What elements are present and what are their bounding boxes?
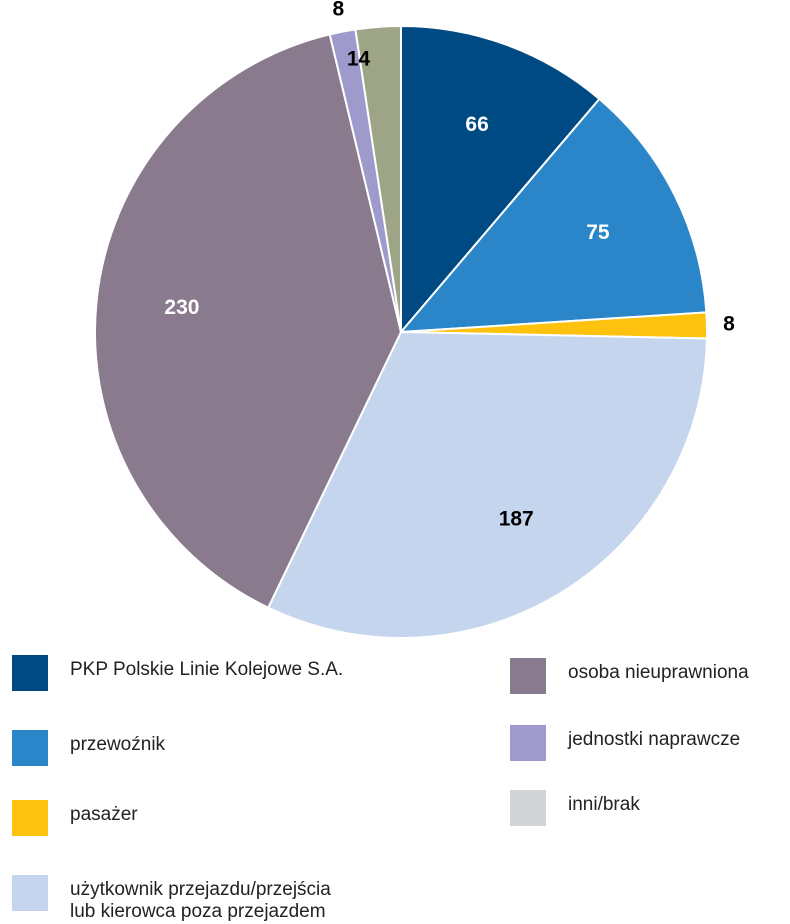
legend-swatch bbox=[510, 790, 546, 826]
legend-swatch bbox=[12, 875, 48, 911]
legend-item: przewoźnik bbox=[12, 730, 165, 766]
legend-item: PKP Polskie Linie Kolejowe S.A. bbox=[12, 655, 343, 691]
data-label: 187 bbox=[499, 507, 534, 530]
pie-slice bbox=[94, 33, 403, 610]
data-label: 75 bbox=[586, 221, 610, 244]
legend-swatch bbox=[12, 655, 48, 691]
pie-slice bbox=[400, 24, 601, 335]
data-label: 8 bbox=[332, 0, 344, 21]
pie-slice bbox=[398, 97, 708, 334]
legend-swatch bbox=[510, 658, 546, 694]
legend-item: pasażer bbox=[12, 800, 138, 836]
legend-item: użytkownik przejazdu/przejścia lub kiero… bbox=[12, 875, 331, 923]
legend-item: osoba nieuprawniona bbox=[510, 658, 749, 694]
legend-label: inni/brak bbox=[568, 794, 640, 815]
legend-swatch bbox=[12, 730, 48, 766]
legend-label: użytkownik przejazdu/przejścia lub kiero… bbox=[70, 879, 331, 922]
data-label: 14 bbox=[347, 47, 371, 70]
data-label: 230 bbox=[164, 296, 199, 319]
legend-swatch bbox=[12, 800, 48, 836]
chart: 66 75 8 187 230 8 14 bbox=[94, 0, 735, 639]
legend-label: osoba nieuprawniona bbox=[568, 662, 749, 683]
legend-item: jednostki naprawcze bbox=[510, 725, 740, 761]
legend-label: jednostki naprawcze bbox=[568, 729, 741, 750]
pie-slice bbox=[354, 24, 402, 333]
legend-label: przewoźnik bbox=[70, 734, 166, 755]
data-label: 66 bbox=[465, 113, 488, 136]
legend-swatch bbox=[510, 725, 546, 761]
legend-label: PKP Polskie Linie Kolejowe S.A. bbox=[70, 659, 344, 680]
legend-item: inni/brak bbox=[510, 790, 640, 826]
data-label: 8 bbox=[723, 313, 735, 336]
pie-slice bbox=[266, 330, 708, 639]
legend-label: pasażer bbox=[70, 804, 138, 825]
